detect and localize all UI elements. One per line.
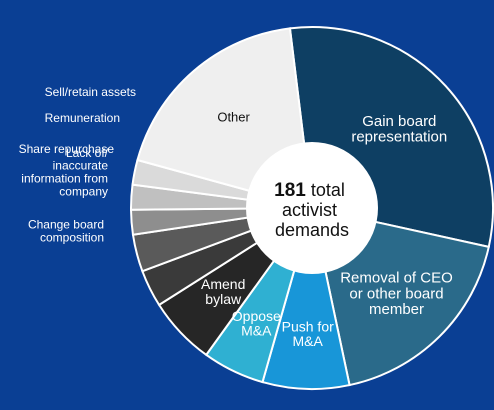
slice-label-0: Gain board representation <box>351 113 447 146</box>
slice-label-6: Lack of/inaccurate information from compan… <box>21 146 108 199</box>
donut-center-hole <box>246 142 378 274</box>
slice-label-2: Push for M&A <box>282 319 334 350</box>
center-label-number: 181 <box>274 180 306 201</box>
slice-label-3: Oppose M&A <box>232 308 281 339</box>
center-label: 181 total activist demands <box>274 180 350 240</box>
center-label-line2: activist <box>282 200 337 220</box>
slice-label-4: Amend bylaw <box>201 276 245 307</box>
slice-label-5: Change board composition <box>28 218 104 245</box>
center-label-line1: total <box>306 180 345 200</box>
slice-label-9: Sell/retain assets <box>45 85 136 99</box>
slice-label-1: Removal of CEO or other board member <box>340 270 453 319</box>
center-label-line3: demands <box>275 220 349 240</box>
slice-labels: Gain board representation Removal of CEO or… <box>19 85 453 349</box>
slice-label-8: Remuneration <box>45 111 120 125</box>
slice-label-10: Other <box>217 110 250 125</box>
slice-label-7: Share repurchase <box>19 142 115 156</box>
